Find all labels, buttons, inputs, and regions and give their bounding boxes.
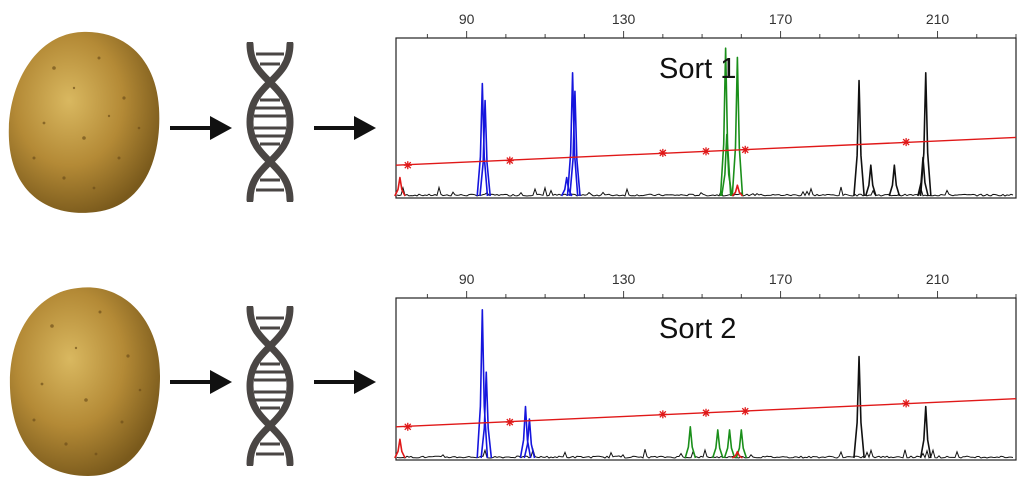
sort-2-row: 90 130 170 210 Sort 2: [0, 260, 1024, 488]
green-peak: [731, 56, 744, 197]
ladder-marker: [702, 147, 710, 156]
arrow-right-icon: [170, 370, 232, 394]
blue-peak: [569, 90, 581, 197]
black-peak: [917, 156, 929, 197]
green-peak: [723, 429, 736, 459]
green-peak: [720, 133, 733, 197]
ladder-marker: [902, 138, 911, 147]
ladder-marker: [702, 408, 710, 417]
chart-title: Sort 2: [659, 313, 736, 345]
ladder-marker: [741, 145, 750, 154]
arrow-right-icon: [314, 370, 376, 394]
arrow-right-icon: [170, 116, 232, 140]
ladder-marker: [505, 156, 514, 165]
red-peak: [731, 184, 744, 197]
dna-icon: [246, 42, 294, 202]
potato-icon: [9, 287, 160, 476]
sort-1-row: 90 130 170 210 Sort 1: [8, 0, 1020, 215]
chart-svg-1: 90 130 170 210 Sort 1: [394, 11, 1017, 199]
ladder-marker: [658, 410, 667, 419]
blue-peak: [566, 72, 579, 197]
x-tick-label: 130: [612, 271, 636, 287]
ladder-marker: [403, 422, 412, 431]
plot-frame: [395, 297, 1017, 461]
black-peak: [853, 79, 865, 197]
ladder-marker: [403, 161, 412, 170]
black-peak: [853, 355, 865, 459]
x-tick-label: 130: [612, 11, 636, 27]
potato-icon: [8, 31, 160, 213]
x-tick-label: 90: [459, 11, 475, 27]
ladder-marker: [658, 148, 667, 157]
electropherogram-1: 90 130 170 210 Sort 1: [388, 0, 1020, 215]
ladder-marker: [741, 407, 750, 416]
x-tick-label: 170: [769, 271, 793, 287]
green-peak: [735, 429, 748, 459]
blue-peak: [480, 371, 493, 459]
green-peak: [711, 429, 724, 459]
green-peak: [684, 426, 697, 459]
baseline-trace: [396, 185, 1014, 197]
ladder-marker: [505, 418, 514, 427]
chart-svg-2: 90 130 170 210 Sort 2: [394, 271, 1017, 461]
x-tick-label: 90: [459, 271, 475, 287]
arrow-right-icon: [314, 116, 376, 140]
x-tick-label: 210: [926, 11, 950, 27]
dna-icon: [246, 306, 294, 466]
x-tick-label: 210: [926, 271, 950, 287]
x-tick-label: 170: [769, 11, 793, 27]
black-peak: [864, 164, 877, 197]
blue-peak: [479, 99, 491, 197]
chart-title: Sort 1: [659, 53, 736, 85]
red-peak: [394, 176, 406, 197]
red-peak: [731, 450, 743, 459]
electropherogram-2: 90 130 170 210 Sort 2: [388, 260, 1020, 475]
blue-peak: [519, 405, 532, 459]
plot-frame: [395, 37, 1017, 199]
ladder-marker: [902, 399, 911, 408]
blue-peak: [560, 176, 573, 197]
blue-peak: [523, 418, 536, 459]
blue-peak: [476, 82, 489, 197]
baseline-trace: [396, 447, 1014, 459]
black-peak: [888, 164, 901, 197]
red-peak: [394, 438, 406, 459]
black-peak: [919, 405, 932, 459]
